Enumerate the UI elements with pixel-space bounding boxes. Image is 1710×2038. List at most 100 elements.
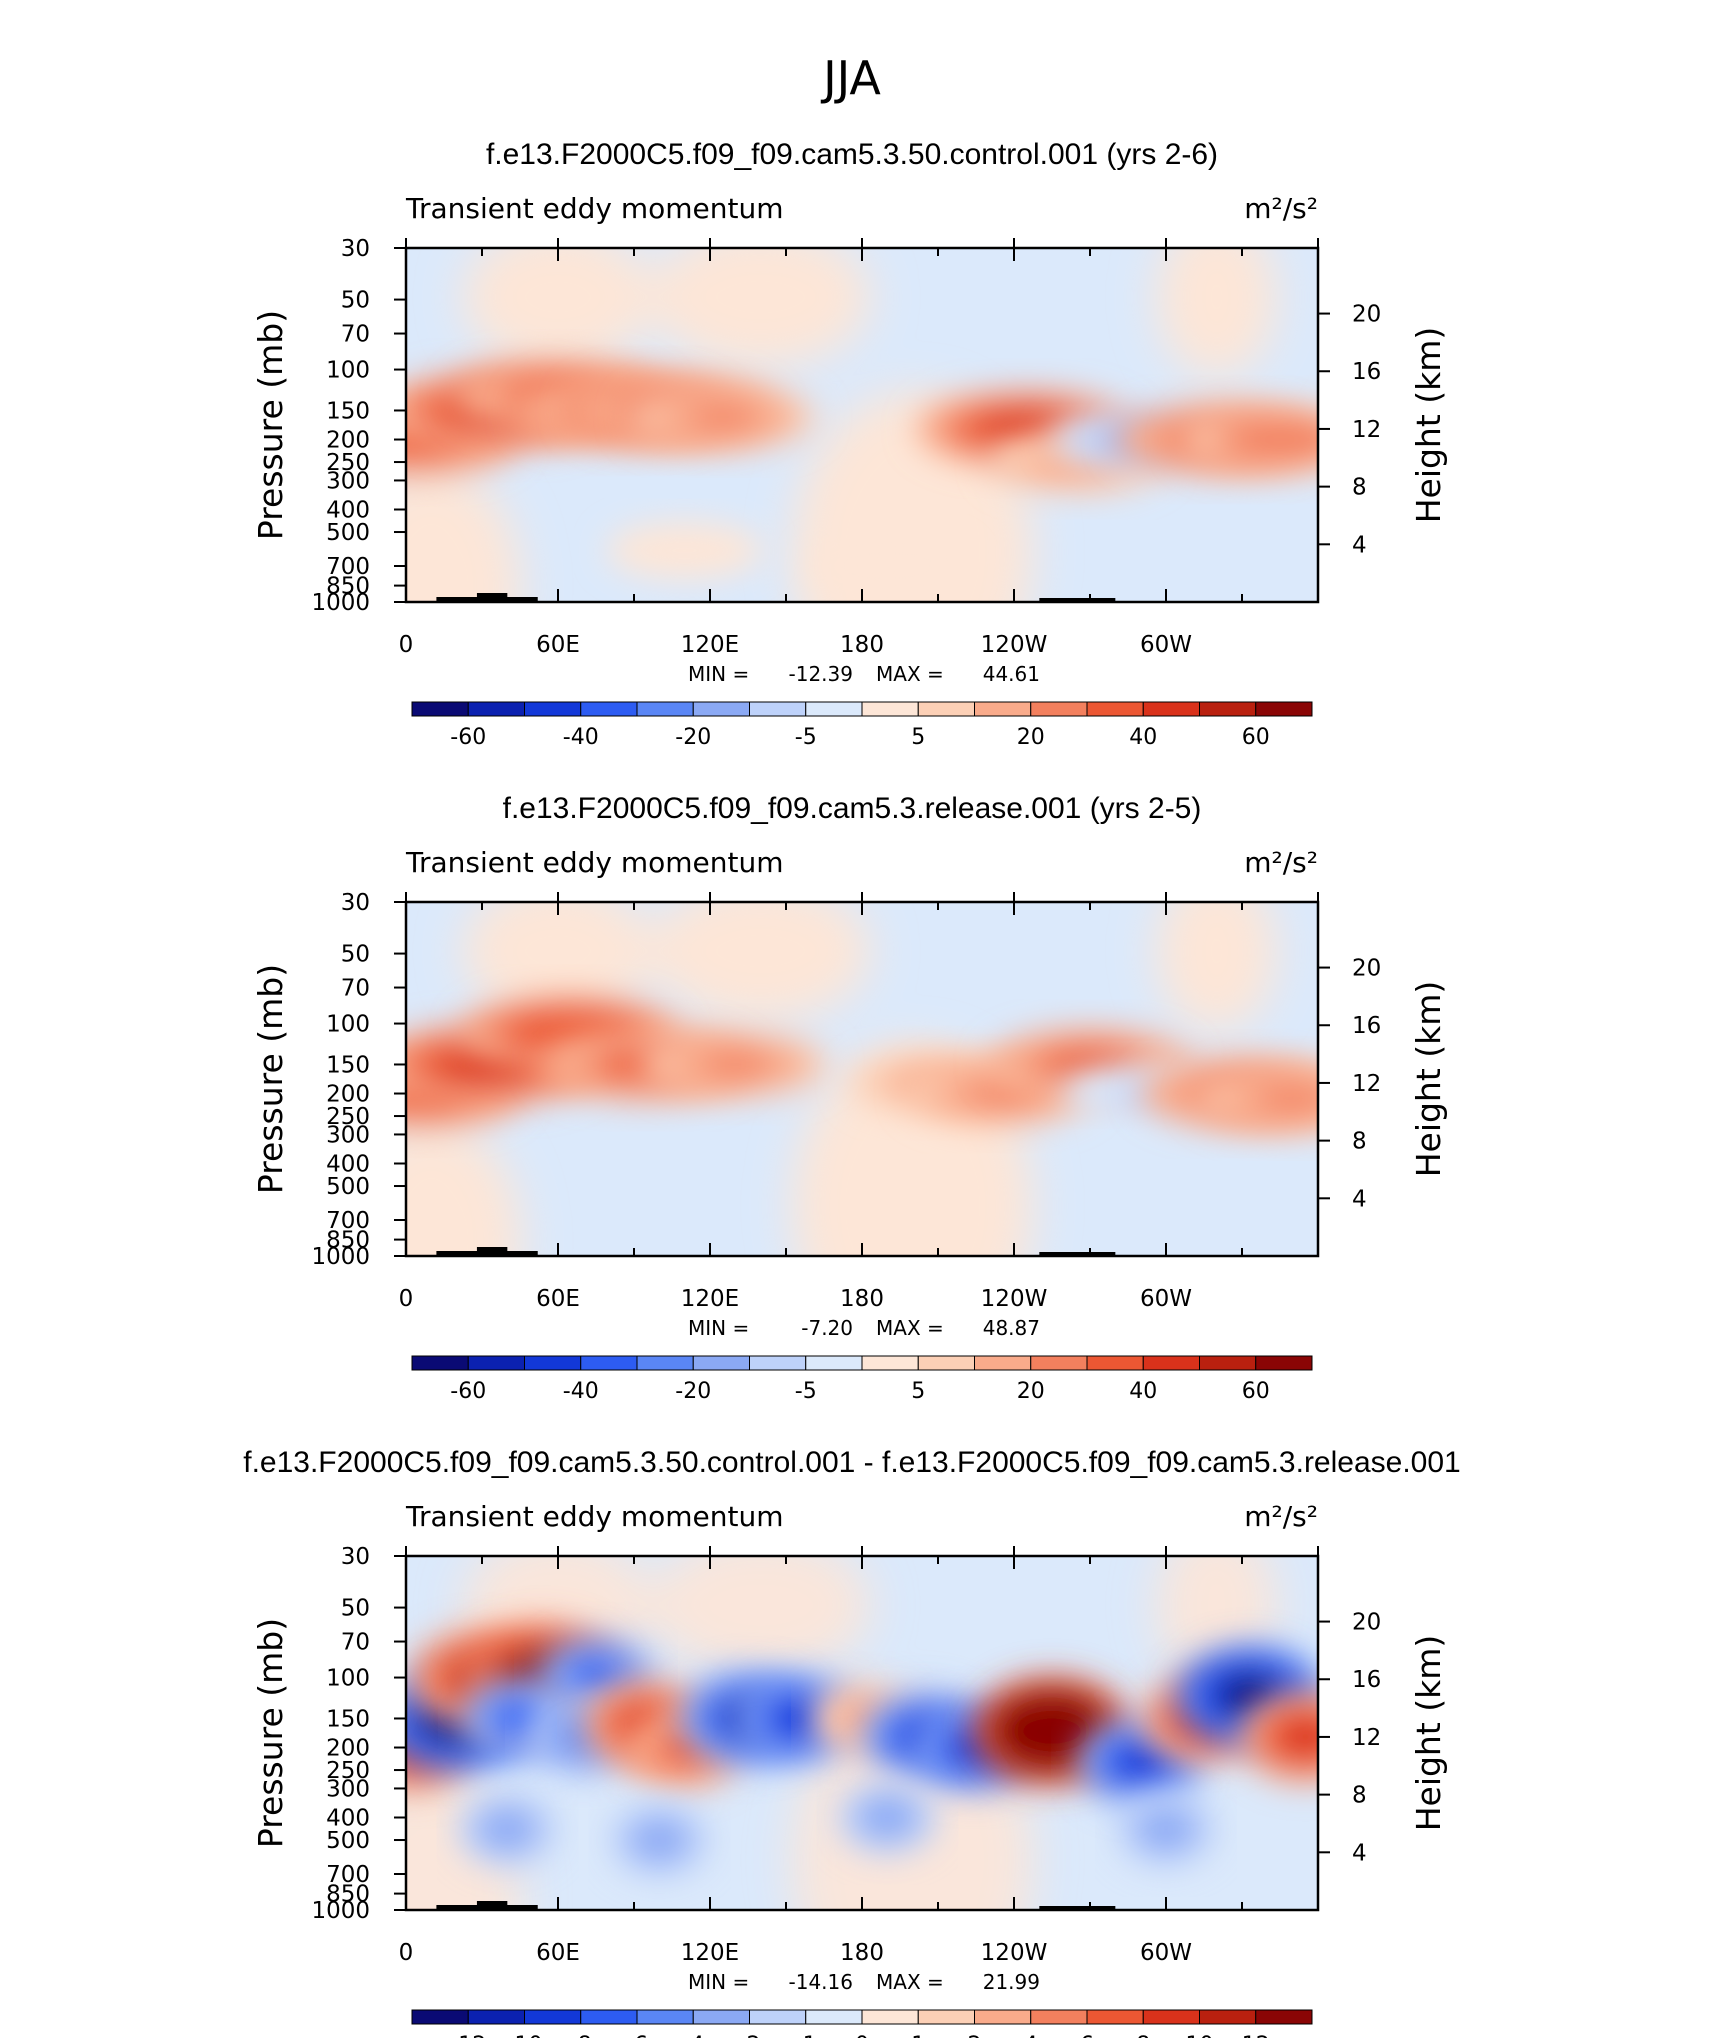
panel-3-y-right-tick-labels: 20 16 12 8 4 (1352, 1610, 1381, 1867)
panel-3-colorbar-swatch (524, 2009, 582, 2025)
panel-1-min-value: -12.39 (789, 662, 853, 686)
panel-3-feature (836, 1780, 938, 1855)
panel-3-colorbar-swatch (861, 2009, 919, 2025)
panel-3-y-right-tick-label: 12 (1352, 1725, 1381, 1751)
panel-1-y-right-tick-label: 8 (1352, 475, 1367, 501)
panel-3-max-value: 21.99 (983, 1970, 1040, 1994)
panel-1-colorbar-swatch (580, 701, 638, 717)
panel-3-feature-layer (487, 1814, 528, 1845)
panel-2-ylabel-right: Height (km) (1409, 981, 1448, 1178)
panel-1-y-tick-label: 30 (341, 236, 370, 262)
panel-1-y-tick-label: 300 (326, 468, 370, 494)
panel-1-colorbar-swatch (467, 701, 525, 717)
panel-3-colorbar-label: -4 (682, 2033, 704, 2038)
panel-1-base-blob (1156, 248, 1277, 378)
panel-1-feature (606, 521, 764, 580)
panel-1-y-right-tick-label: 4 (1352, 532, 1367, 558)
panel-1-base-blob (406, 466, 522, 602)
panel-3-orography-block (1039, 1906, 1116, 1910)
panel-1-y-tick-label: 1000 (311, 590, 370, 616)
panel-3-y-tick-label: 400 (326, 1805, 370, 1831)
panel-2-y-tick-label: 100 (326, 1012, 370, 1038)
panel-1-colorbar-swatch (692, 701, 750, 717)
panel-3-colorbar-labels: -12-10-8-6-4-2-10124681012 (450, 2033, 1269, 2038)
panel-3-colorbar-label: -8 (570, 2033, 592, 2038)
panel-3-colorbar-swatch (467, 2009, 525, 2025)
panel-3-y-tick-label: 150 (326, 1706, 370, 1732)
panel-2-y-tick-label: 50 (341, 942, 370, 968)
panel-2-max-label: MAX = (876, 1316, 944, 1340)
panel-2-feature-layer (1253, 1084, 1318, 1113)
panel-1-ticks (394, 238, 1330, 603)
panel-3-x-tick-labels: 0 60E 120E 180 120W 60W (399, 1940, 1192, 1966)
panel-3-y-tick-label: 700 (326, 1862, 370, 1888)
panel-3-base-blob (650, 1556, 871, 1676)
panel-1-y-tick-label: 150 (326, 398, 370, 424)
panel-3-title: f.e13.F2000C5.f09_f09.cam5.3.50.control.… (243, 1446, 1460, 1479)
panel-3-colorbar-label: 0 (855, 2033, 869, 2038)
panel-3-ylabel: Pressure (mb) (251, 1618, 290, 1848)
panel-2-min-value: -7.20 (801, 1316, 853, 1340)
panel-3-colorbar-label: -1 (795, 2033, 817, 2038)
panel-1-y-tick-label: 70 (341, 322, 370, 348)
panel-2-colorbar-swatch (917, 1355, 975, 1371)
panel-1-y-tick-label: 100 (326, 358, 370, 384)
panel-2-feature-layer (697, 1050, 774, 1078)
panel-3-feature (456, 1792, 558, 1867)
panel-1-title: f.e13.F2000C5.f09_f09.cam5.3.50.control.… (486, 138, 1218, 171)
panel-2-x-tick-label: 120W (981, 1286, 1048, 1312)
panel-3-colorbar-swatch (749, 2009, 807, 2025)
panel-1-ylabel: Pressure (mb) (251, 310, 290, 540)
panel-1-colorbar-label: -60 (450, 725, 486, 750)
panel-2-ticks (394, 892, 1330, 1257)
panel-1-base-blob (650, 248, 871, 368)
panel-3: f.e13.F2000C5.f09_f09.cam5.3.50.control.… (243, 1446, 1460, 2038)
panel-3-colorbar-label: 4 (1024, 2033, 1038, 2038)
panel-3-feature-layer (639, 1825, 680, 1855)
panel-2-y-tick-label: 150 (326, 1052, 370, 1078)
panel-2-colorbar-swatch (467, 1355, 525, 1371)
panel-3-y-tick-label: 200 (326, 1736, 370, 1762)
panel-2-colorbar (411, 1355, 1313, 1371)
panel-1-y-right-tick-labels: 20 16 12 8 4 (1352, 302, 1381, 559)
panel-2-x-tick-label: 60E (536, 1286, 580, 1312)
panel-1-y-tick-label: 200 (326, 428, 370, 454)
panel-2-x-tick-label: 0 (399, 1286, 414, 1312)
panel-3-colorbar-label: 12 (1242, 2033, 1270, 2038)
panel-3-y-tick-label: 500 (326, 1828, 370, 1854)
panel-2-colorbar-label: 40 (1129, 1379, 1157, 1404)
panel-1-colorbar-label: 60 (1242, 725, 1270, 750)
panel-2-y-right-tick-labels: 20 16 12 8 4 (1352, 956, 1381, 1213)
panel-1-y-tick-label: 50 (341, 288, 370, 314)
panel-3-colorbar-swatch (1086, 2009, 1144, 2025)
panel-3-feature (1115, 1792, 1217, 1867)
panel-3-colorbar-swatch (1142, 2009, 1200, 2025)
panel-2-orography (436, 1247, 1116, 1256)
panel-3-colorbar-label: -12 (450, 2033, 486, 2038)
panel-2: f.e13.F2000C5.f09_f09.cam5.3.release.001… (251, 792, 1448, 1404)
panel-3-colorbar-label: 10 (1186, 2033, 1214, 2038)
panel-3-y-tick-label: 300 (326, 1776, 370, 1802)
panel-3-units: m²/s² (1244, 1500, 1318, 1533)
panel-2-colorbar-swatch (861, 1355, 919, 1371)
figure-title: JJA (820, 51, 881, 105)
panel-1-y-tick-label: 400 (326, 497, 370, 523)
panel-3-feature-layer (1145, 1814, 1187, 1845)
panel-3-y-right-tick-label: 20 (1352, 1610, 1381, 1636)
panel-3-colorbar-swatch (974, 2009, 1032, 2025)
panel-2-colorbar-swatch (1199, 1355, 1257, 1371)
panel-2-colorbar-label: -20 (675, 1379, 711, 1404)
panel-1-colorbar-label: 20 (1017, 725, 1045, 750)
panel-1-orography-block (1039, 598, 1116, 602)
panel-3-colorbar-label: -2 (739, 2033, 761, 2038)
panel-1-y-right-tick-label: 16 (1352, 359, 1381, 385)
panel-2-orography-block (476, 1247, 508, 1256)
panel-1-colorbar-labels: -60 -40 -20 -5 5 20 40 60 (450, 725, 1269, 750)
panel-1-y-tick-label: 250 (326, 450, 370, 476)
panel-3-colorbar-swatch (580, 2009, 638, 2025)
panel-2-y-tick-label: 850 (326, 1228, 370, 1254)
panel-2-colorbar-label: 20 (1017, 1379, 1045, 1404)
panel-3-colorbar-swatch (917, 2009, 975, 2025)
panel-2-colorbar-swatch (974, 1355, 1032, 1371)
panel-1-colorbar-swatch (411, 701, 469, 717)
